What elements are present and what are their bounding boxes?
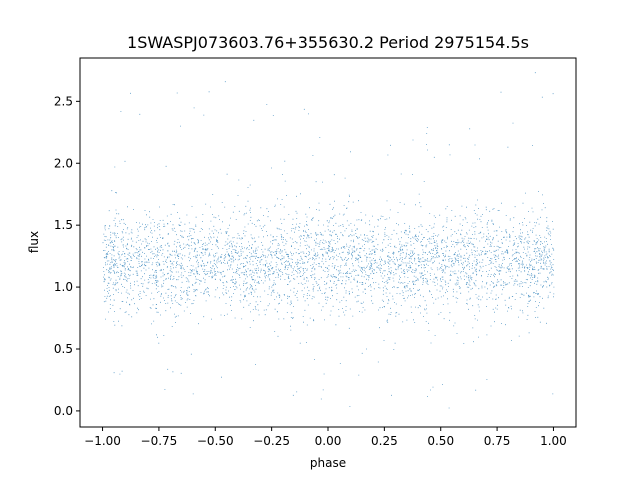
x-tick-label: −0.75 [141, 434, 178, 448]
y-tick-label: 2.0 [54, 156, 73, 170]
y-axis: 0.0 0.5 1.0 1.5 2.0 2.5 [54, 94, 80, 418]
y-tick-label: 0.0 [54, 404, 73, 418]
x-tick-label: −0.50 [197, 434, 234, 448]
x-axis-label: phase [310, 456, 346, 470]
y-tick-label: 0.5 [54, 342, 73, 356]
y-tick-label: 1.0 [54, 280, 73, 294]
y-axis-label: flux [27, 231, 41, 253]
y-tick-label: 1.5 [54, 218, 73, 232]
x-tick-label: −1.00 [84, 434, 121, 448]
x-tick-label: 0.25 [371, 434, 398, 448]
x-tick-label: 1.00 [540, 434, 567, 448]
x-tick-label: 0.50 [427, 434, 454, 448]
x-axis: −1.00 −0.75 −0.50 −0.25 0.00 0.25 0.50 0.75 1.00 [84, 427, 567, 448]
x-tick-label: 0.75 [484, 434, 511, 448]
chart-title: 1SWASPJ073603.76+355630.2 Period 2975154… [127, 33, 529, 52]
x-tick-label: 0.00 [315, 434, 342, 448]
x-tick-label: −0.25 [253, 434, 290, 448]
y-tick-label: 2.5 [54, 94, 73, 108]
